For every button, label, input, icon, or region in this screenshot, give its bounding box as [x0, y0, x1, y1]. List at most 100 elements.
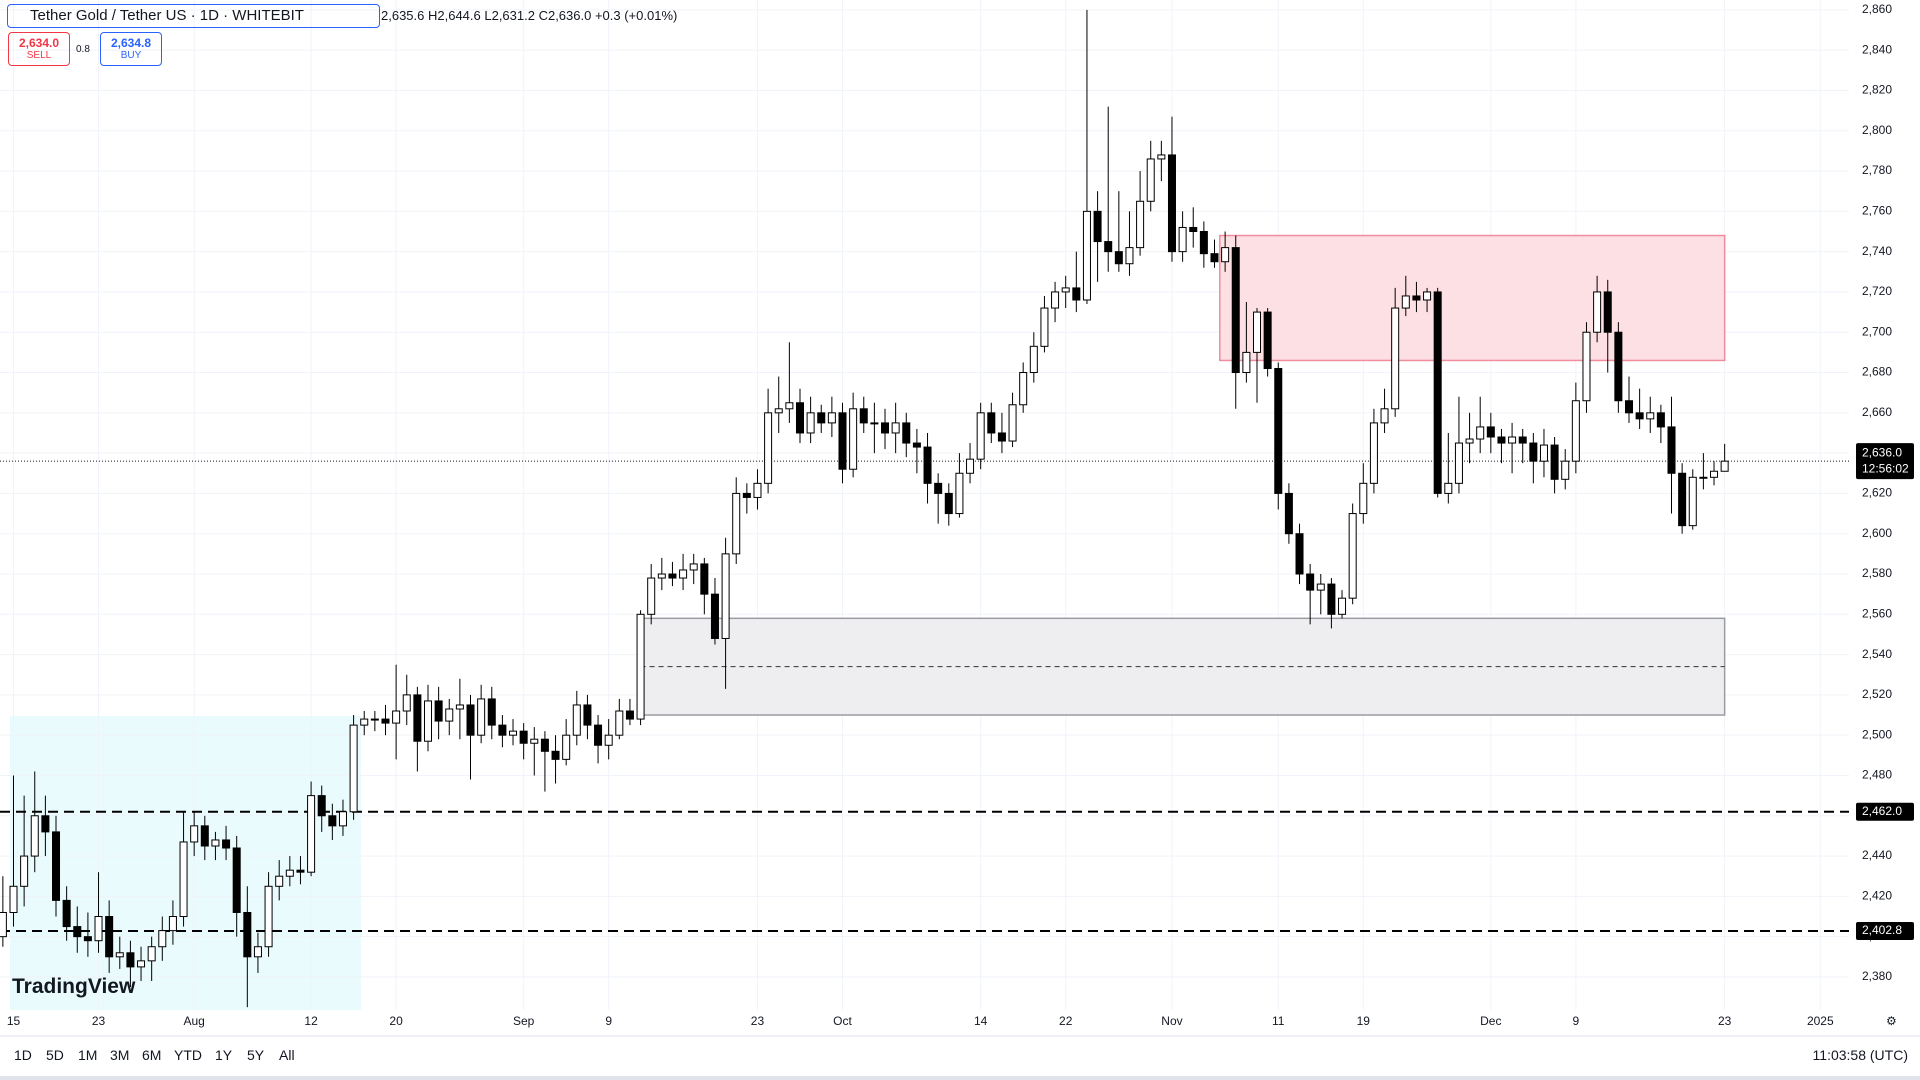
range-button[interactable]: YTD	[174, 1047, 202, 1063]
candle-body	[1019, 372, 1028, 406]
candle-body	[912, 442, 921, 448]
candle-body	[1306, 573, 1315, 591]
candle-body	[1508, 436, 1517, 444]
candle-body	[583, 704, 592, 726]
candle-body	[827, 412, 836, 424]
candle-body	[1146, 158, 1155, 202]
candle-body	[1199, 230, 1208, 255]
candle-body	[1231, 247, 1240, 374]
candle-body	[1646, 412, 1655, 420]
y-tick-label: 2,600	[1862, 526, 1892, 540]
candle-body	[52, 831, 61, 901]
range-button[interactable]: 1Y	[215, 1047, 233, 1063]
candle-body	[487, 698, 496, 726]
x-tick-label: Nov	[1161, 1014, 1182, 1028]
zone	[1219, 234, 1726, 362]
range-button[interactable]: All	[279, 1047, 295, 1063]
candle-body	[1561, 460, 1570, 480]
candle-body	[1465, 438, 1474, 444]
candle-body	[923, 446, 932, 484]
candle-body	[562, 734, 571, 760]
spread: 0.8	[76, 44, 90, 55]
level-tag	[1856, 802, 1914, 821]
clock: 11:03:58 (UTC)	[1812, 1047, 1908, 1063]
candle-body	[94, 916, 103, 942]
candle-body	[179, 841, 188, 918]
range-button[interactable]: 1M	[78, 1047, 98, 1063]
countdown: 12:56:02	[1862, 461, 1909, 475]
candle-body	[115, 952, 124, 958]
candle-body	[1210, 253, 1219, 263]
candle-body	[636, 613, 645, 720]
candle-body	[445, 708, 454, 722]
y-tick-label: 2,700	[1862, 324, 1892, 338]
candle-body	[753, 482, 762, 498]
candle-body	[710, 593, 719, 639]
candle-body	[838, 412, 847, 470]
candle-body	[572, 704, 581, 736]
candle-body	[1486, 426, 1495, 438]
title-box[interactable]: Tether Gold / Tether US · 1D · WHITEBIT	[7, 4, 380, 28]
candle-body	[253, 946, 262, 958]
y-tick-label: 2,760	[1862, 204, 1892, 218]
candle-body	[934, 482, 943, 494]
candle-body	[891, 422, 900, 434]
candle-body	[1603, 291, 1612, 333]
y-tick-label: 2,740	[1862, 244, 1892, 258]
logo: TradingView	[12, 975, 136, 998]
candle-body	[190, 825, 199, 843]
settings-icon[interactable]: ⚙	[1886, 1014, 1897, 1028]
candle-body	[1699, 476, 1708, 479]
y-tick-label: 2,840	[1862, 42, 1892, 56]
candle-body	[849, 408, 858, 470]
candle-body	[168, 916, 177, 932]
candle-body	[338, 811, 347, 827]
candle-body	[679, 569, 688, 579]
y-tick-label: 2,520	[1862, 687, 1892, 701]
bottom-strip	[0, 1076, 1920, 1080]
range-button[interactable]: 5Y	[247, 1047, 265, 1063]
range-button[interactable]: 3M	[110, 1047, 130, 1063]
y-tick-label: 2,440	[1862, 848, 1892, 862]
y-tick-label: 2,620	[1862, 486, 1892, 500]
candle-body	[742, 492, 751, 498]
candle-body	[392, 710, 401, 724]
candle-body	[9, 885, 18, 913]
y-tick-label: 2,580	[1862, 566, 1892, 580]
candle-body	[881, 422, 890, 434]
candle-body	[1667, 426, 1676, 474]
candle-body	[785, 402, 794, 410]
range-button[interactable]: 6M	[142, 1047, 162, 1063]
range-button[interactable]: 1D	[14, 1047, 32, 1063]
candle-body	[498, 724, 507, 736]
candle-body	[976, 412, 985, 460]
level-label: 2,462.0	[1862, 804, 1902, 818]
candle-body	[1157, 154, 1166, 160]
candle-body	[1369, 422, 1378, 484]
candle-body	[657, 573, 666, 579]
candle-body	[1401, 295, 1410, 309]
range-button[interactable]: 5D	[46, 1047, 64, 1063]
candle-body	[1529, 442, 1538, 462]
candle-body	[1624, 400, 1634, 414]
candle-body	[232, 847, 241, 913]
candle-body	[222, 839, 231, 849]
y-tick-label: 2,660	[1862, 405, 1892, 419]
candle-body	[147, 946, 156, 962]
candle-body	[966, 458, 975, 474]
candle-body	[1061, 287, 1070, 293]
candle-body	[1104, 241, 1113, 253]
candle-body	[423, 700, 433, 742]
level-tag	[1856, 922, 1914, 941]
candle-body	[870, 422, 879, 425]
y-tick-label: 2,820	[1862, 83, 1892, 97]
candle-body	[370, 718, 379, 721]
buy-button[interactable]: 2,634.8 BUY	[100, 32, 162, 66]
x-tick-label: 22	[1059, 1014, 1073, 1028]
candle-body	[211, 839, 220, 847]
candle-body	[1476, 426, 1485, 440]
candle-body	[1454, 442, 1463, 484]
candle-body	[551, 750, 560, 760]
sell-button[interactable]: 2,634.0 SELL	[8, 32, 70, 66]
